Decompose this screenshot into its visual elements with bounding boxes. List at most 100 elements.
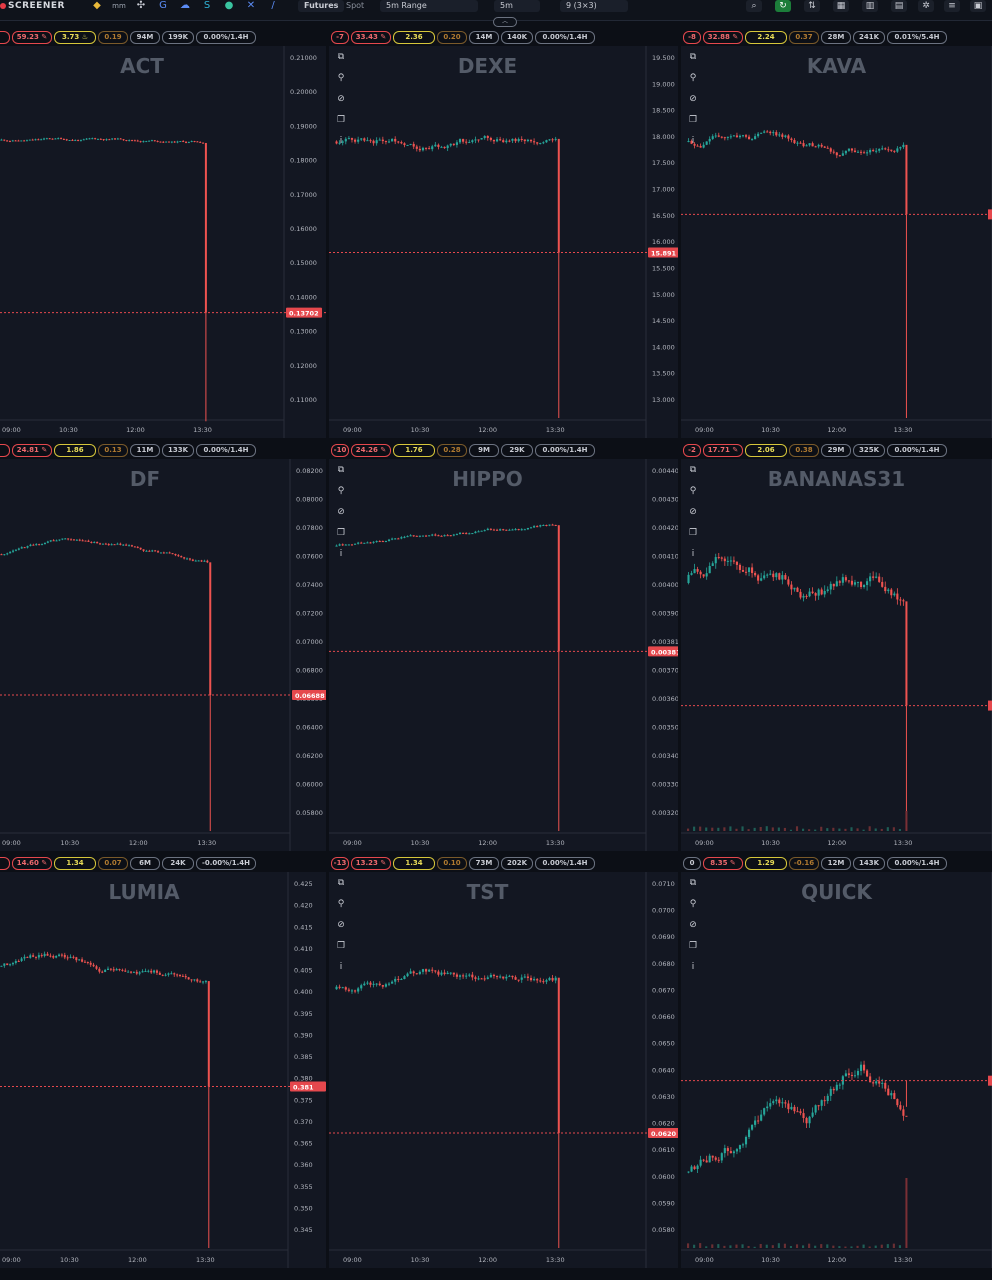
copy-icon[interactable]: ⧉ bbox=[337, 465, 345, 475]
price-chart[interactable]: 0.425 0.420 0.415 0.410 0.405 0.400 0.395 0.390… bbox=[0, 872, 326, 1268]
windows-icon[interactable]: ❐ bbox=[688, 115, 698, 125]
candle bbox=[65, 139, 68, 141]
layout-select[interactable]: 9 (3×3) bbox=[560, 0, 628, 12]
price-chart[interactable]: 0.08200 0.08000 0.07800 0.07600 0.07400 0.072… bbox=[0, 459, 326, 851]
chart-panel-bananas31[interactable]: -2 17.71 ✎ 2.06 0.38 29M 325K 0.00%/1.4H BANANA… bbox=[681, 441, 992, 851]
exchange-network-icon[interactable]: ✣ bbox=[136, 0, 146, 11]
candle bbox=[832, 151, 835, 153]
windows-icon[interactable]: ❐ bbox=[688, 941, 698, 951]
candle bbox=[77, 140, 80, 142]
settings-icon[interactable]: ✲ bbox=[918, 0, 934, 12]
candle bbox=[136, 140, 139, 142]
exchange-s-icon[interactable]: S bbox=[203, 0, 211, 11]
candle bbox=[811, 1112, 814, 1117]
pin-icon[interactable]: ⚲ bbox=[337, 899, 345, 909]
columns-icon[interactable]: ▥ bbox=[862, 0, 878, 12]
price-chart[interactable]: 0.0710 0.0700 0.0690 0.0680 0.0670 0.0660 0.06… bbox=[329, 872, 678, 1268]
info-icon[interactable]: i bbox=[691, 549, 695, 559]
pin-icon[interactable]: ⚲ bbox=[689, 899, 697, 909]
chart-icon[interactable]: ▤ bbox=[891, 0, 907, 12]
copy-icon[interactable]: ⧉ bbox=[337, 52, 345, 62]
windows-icon[interactable]: ❐ bbox=[688, 528, 698, 538]
candle bbox=[735, 135, 738, 138]
hide-icon[interactable]: ⊘ bbox=[689, 94, 697, 104]
app-logo[interactable]: SCREENER bbox=[0, 1, 65, 11]
price-chart[interactable]: 19.500 19.000 18.500 18.000 17.500 17.000 16.5… bbox=[329, 46, 678, 438]
candle bbox=[523, 529, 526, 531]
price-chart[interactable]: 0.00440 0.00430 0.00420 0.00410 0.00400 0.003… bbox=[329, 459, 678, 851]
info-icon[interactable]: i bbox=[339, 962, 343, 972]
candle bbox=[720, 1153, 723, 1161]
chart-panel-act[interactable]: 59.23 ✎ 3.73 ♨ 0.19 94M 199K 0.00%/1.4H ACT 0.2… bbox=[0, 28, 326, 438]
sort-icon[interactable]: ⇅ bbox=[804, 0, 820, 12]
exchange-slash-icon[interactable]: / bbox=[271, 0, 275, 11]
candle bbox=[440, 972, 443, 975]
copy-icon[interactable]: ⧉ bbox=[689, 465, 697, 475]
candle bbox=[793, 140, 796, 144]
info-icon[interactable]: i bbox=[691, 962, 695, 972]
pin-icon[interactable]: ⚲ bbox=[689, 486, 697, 496]
refresh-icon[interactable]: ↻ bbox=[775, 0, 791, 12]
info-icon[interactable]: i bbox=[339, 549, 343, 559]
exchange-circle-icon[interactable]: ● bbox=[224, 0, 234, 11]
hide-icon[interactable]: ⊘ bbox=[337, 507, 345, 517]
candle bbox=[899, 147, 902, 149]
candle bbox=[391, 138, 394, 142]
copy-icon[interactable]: ⧉ bbox=[337, 878, 345, 888]
candle bbox=[190, 141, 193, 143]
chart-panel-kava[interactable]: -8 32.88 ✎ 2.24 0.37 28M 241K 0.01%/5.4H KAVA 09… bbox=[681, 28, 992, 438]
chart-panel-tst[interactable]: -13 13.23 ✎ 1.34 0.10 73M 202K 0.00%/1.4H TST 0.… bbox=[329, 854, 678, 1268]
market-tab-futures[interactable]: Futures bbox=[298, 0, 345, 12]
candle bbox=[714, 1157, 717, 1160]
list-icon[interactable]: ≡ bbox=[944, 0, 960, 12]
price-chart[interactable]: 09:00 10:30 12:00 13:30 bbox=[681, 872, 992, 1268]
chart-panel-quick[interactable]: 0 8.35 ✎ 1.29 -0.16 12M 143K 0.00%/1.4H QUICK 09… bbox=[681, 854, 992, 1268]
hide-icon[interactable]: ⊘ bbox=[337, 920, 345, 930]
candle bbox=[372, 541, 375, 543]
volume-bar bbox=[699, 1243, 702, 1248]
interval-select[interactable]: 5m bbox=[494, 0, 540, 12]
candle bbox=[32, 544, 35, 546]
stat-badge: 2.06 bbox=[745, 444, 787, 457]
exchange-cloud-icon[interactable]: ☁ bbox=[180, 0, 190, 11]
info-icon[interactable]: i bbox=[691, 136, 695, 146]
candle bbox=[835, 1084, 838, 1091]
windows-icon[interactable]: ❐ bbox=[336, 941, 346, 951]
candle bbox=[754, 1120, 757, 1125]
price-chart[interactable]: 09:00 10:30 12:00 13:30 bbox=[681, 46, 992, 438]
copy-icon[interactable]: ⧉ bbox=[689, 878, 697, 888]
copy-icon[interactable]: ⧉ bbox=[689, 52, 697, 62]
pin-icon[interactable]: ⚲ bbox=[337, 73, 345, 83]
pin-icon[interactable]: ⚲ bbox=[689, 73, 697, 83]
grid-layout-icon[interactable]: ▦ bbox=[833, 0, 849, 12]
stat-badge: 0.07 bbox=[98, 857, 128, 870]
chart-panel-dexe[interactable]: -7 33.43 ✎ 2.36 0.20 14M 140K 0.00%/1.4H DEXE 19… bbox=[329, 28, 678, 438]
exchange-x-icon[interactable]: ✕ bbox=[246, 0, 256, 11]
windows-icon[interactable]: ❐ bbox=[336, 528, 346, 538]
candle bbox=[483, 978, 486, 980]
chart-panel-lumia[interactable]: 14.60 ✎ 1.34 0.07 6M 24K -0.00%/1.4H LUMIA 0.42… bbox=[0, 854, 326, 1268]
hide-icon[interactable]: ⊘ bbox=[689, 920, 697, 930]
collapse-toolbar-toggle[interactable]: ︿ bbox=[493, 17, 517, 27]
chart-panel-df[interactable]: 24.81 ✎ 1.86 0.13 11M 133K 0.00%/1.4H DF 0.0820… bbox=[0, 441, 326, 851]
exchange-g-icon[interactable]: G bbox=[159, 0, 167, 11]
candle bbox=[193, 979, 196, 981]
price-chart[interactable]: 09:00 10:30 12:00 13:30 bbox=[681, 459, 992, 851]
exchange-binance-icon[interactable]: ◆ bbox=[93, 0, 101, 11]
market-tab-spot[interactable]: Spot bbox=[346, 1, 365, 10]
hide-icon[interactable]: ⊘ bbox=[337, 94, 345, 104]
candle bbox=[357, 139, 360, 142]
windows-icon[interactable]: ❐ bbox=[336, 115, 346, 125]
chart-panel-hippo[interactable]: -10 24.26 ✎ 1.76 0.28 9M 29K 0.00%/1.4H HIPPO 0.… bbox=[329, 441, 678, 851]
price-chart[interactable]: 0.21000 0.20000 0.19000 0.18000 0.17000 0.160… bbox=[0, 46, 326, 438]
info-icon[interactable]: i bbox=[339, 136, 343, 146]
range-select[interactable]: 5m Range bbox=[380, 0, 478, 12]
candle bbox=[180, 556, 183, 558]
window-icon[interactable]: ▣ bbox=[970, 0, 986, 12]
candle bbox=[711, 1155, 714, 1158]
pin-icon[interactable]: ⚲ bbox=[337, 486, 345, 496]
candle bbox=[130, 971, 133, 973]
mini-mode-label[interactable]: mm bbox=[112, 2, 126, 10]
search-icon[interactable]: ⌕ bbox=[746, 0, 762, 12]
hide-icon[interactable]: ⊘ bbox=[689, 507, 697, 517]
